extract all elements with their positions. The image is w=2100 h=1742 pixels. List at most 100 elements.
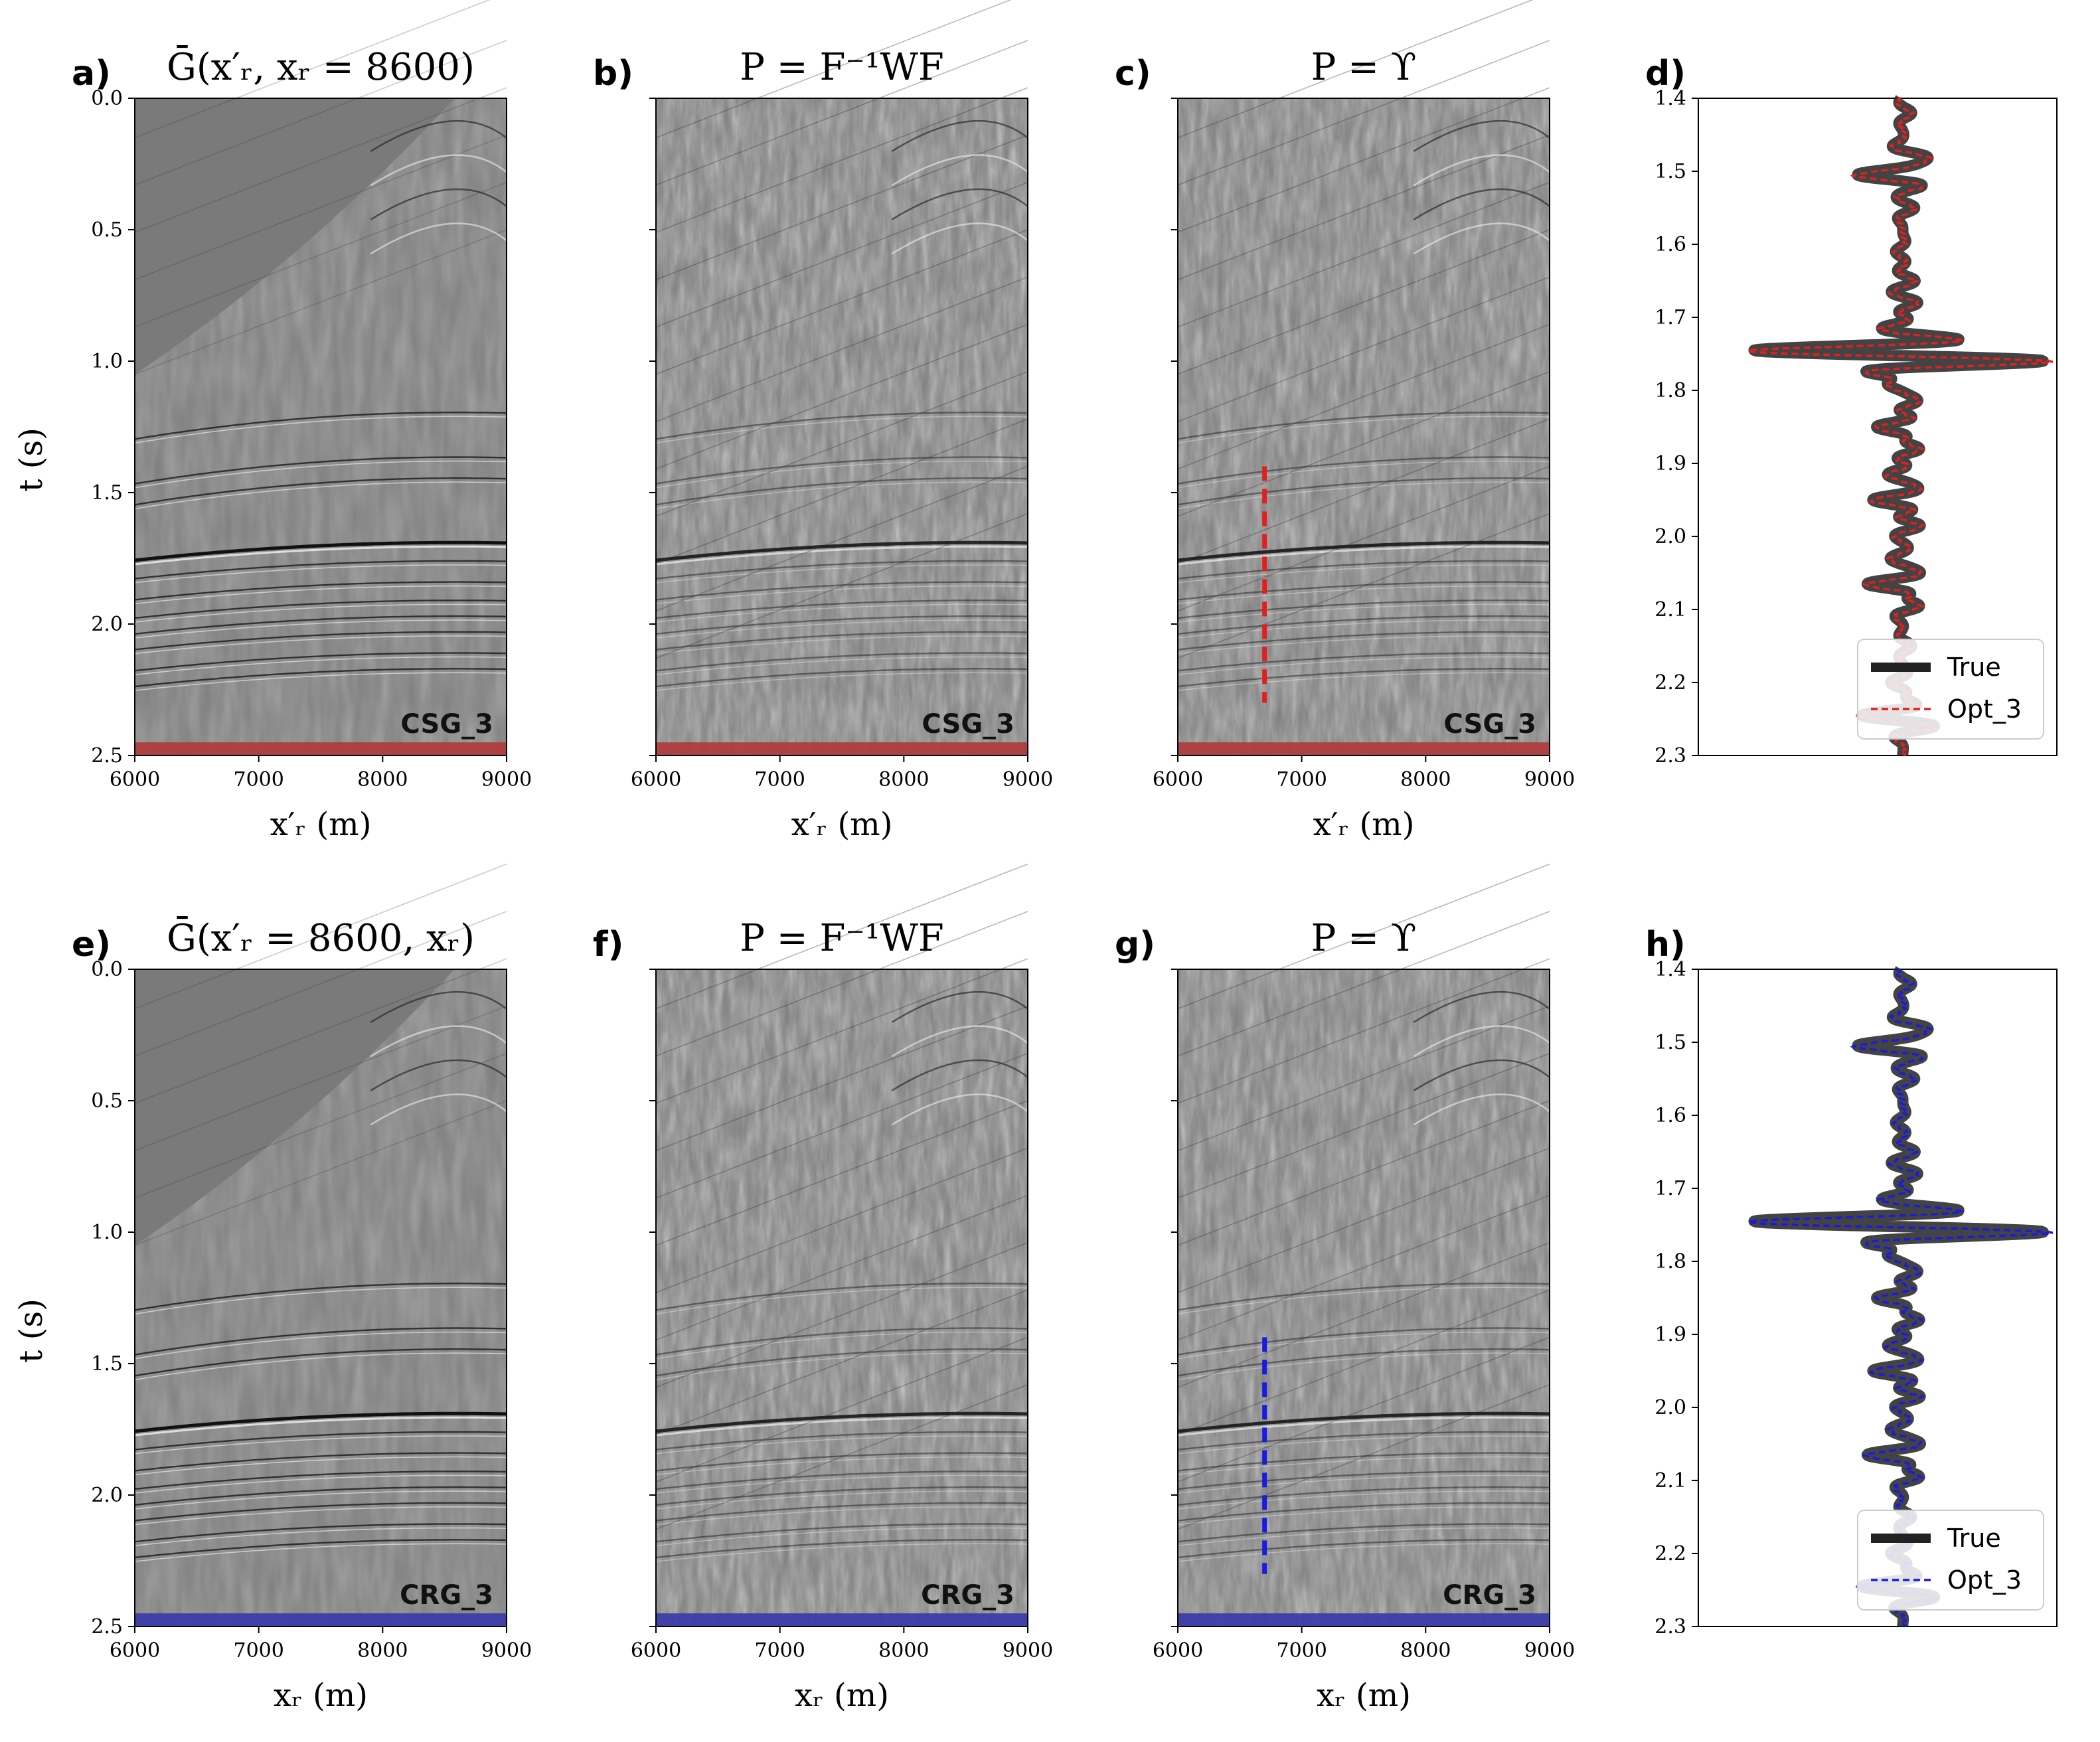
x-tick-label: 6000 xyxy=(110,1639,160,1662)
x-axis-label: x′ᵣ (m) xyxy=(791,806,893,843)
reflector-dark xyxy=(134,1327,507,1356)
dipping-event xyxy=(134,1052,507,1199)
apex-event xyxy=(891,1025,1028,1058)
reflector-dark xyxy=(655,1431,1028,1451)
y-tick-label: 1.5 xyxy=(1655,1031,1686,1054)
y-tick-label: 2.0 xyxy=(1655,1396,1686,1419)
dipping-event xyxy=(1177,229,1550,375)
reflector-light xyxy=(655,672,1028,691)
reflector-dark xyxy=(655,1452,1028,1472)
dipping-event xyxy=(655,1384,1028,1530)
dipping-event xyxy=(655,418,1028,564)
dipping-event xyxy=(1177,1005,1550,1151)
dipping-event xyxy=(1177,40,1550,186)
reflector-light xyxy=(1177,1506,1550,1526)
reflector-light xyxy=(655,656,1028,676)
panel-label: e) xyxy=(72,925,111,965)
x-tick-label: 7000 xyxy=(1276,768,1327,791)
y-tick-label: 2.0 xyxy=(91,1484,123,1507)
reflector-dark xyxy=(1177,1452,1550,1472)
gather-band xyxy=(656,1613,1028,1626)
y-tick-label: 2.0 xyxy=(1655,525,1686,548)
reflector-dark xyxy=(655,456,1028,485)
reflector-dark xyxy=(655,668,1028,688)
apex-event xyxy=(1413,1059,1550,1091)
reflector-dark xyxy=(1177,1486,1550,1506)
dipping-event xyxy=(134,911,507,1057)
y-tick-label: 1.4 xyxy=(1655,958,1686,981)
y-tick-label: 1.9 xyxy=(1655,452,1686,475)
gather-panel: CRG_3 6000 7000 8000 9000 f) P = F⁻¹WF xᵣ (m) xyxy=(593,863,1053,1714)
trace-panel: 1.4 1.5 1.6 1.7 1.8 1.9 2.0 2.1 2.2 2.3 True Opt_3 h… xyxy=(1645,925,2058,1638)
y-tick-label: 2.3 xyxy=(1655,1615,1686,1638)
reflector-light xyxy=(1177,1287,1550,1315)
dipping-event xyxy=(1177,911,1550,1057)
reflector-light xyxy=(655,635,1028,655)
x-tick-label: 6000 xyxy=(1153,768,1203,791)
gather-badge: CSG_3 xyxy=(922,709,1014,740)
dipping-event xyxy=(1177,863,1550,1010)
dipping-event xyxy=(655,465,1028,611)
x-axis-label: xᵣ (m) xyxy=(795,1677,889,1714)
y-tick-label: 1.5 xyxy=(91,481,123,505)
y-tick-label: 2.5 xyxy=(91,744,123,767)
dipping-event xyxy=(134,1100,507,1246)
dipping-event xyxy=(655,1289,1028,1435)
reflector-light xyxy=(1177,1543,1550,1562)
reflector-light xyxy=(655,1435,1028,1455)
x-tick-label: 9000 xyxy=(1003,1639,1053,1662)
reflector-dark xyxy=(655,581,1028,601)
reflector-light xyxy=(1177,1527,1550,1547)
gather-band xyxy=(656,742,1028,755)
reflector-dark xyxy=(655,599,1028,619)
y-tick-label: 1.6 xyxy=(1655,233,1686,256)
x-tick-label: 7000 xyxy=(754,1639,805,1662)
apex-event xyxy=(1413,154,1550,187)
reflector-light xyxy=(1177,1474,1550,1494)
gather-panel: CSG_3 6000 7000 8000 9000 c) P = ϒ x′ᵣ (m) xyxy=(1115,0,1575,843)
panel-label: f) xyxy=(593,925,623,965)
reflector-light xyxy=(1177,619,1550,639)
y-tick-label: 0.5 xyxy=(91,218,123,242)
reflector-dark xyxy=(1177,1283,1550,1311)
reflector-dark xyxy=(134,581,507,601)
reflector-light xyxy=(134,1527,507,1547)
reflector-dark xyxy=(1177,631,1550,651)
panel-title: P = ϒ xyxy=(1311,917,1417,960)
dipping-event xyxy=(134,863,507,1010)
y-tick-label: 1.5 xyxy=(91,1352,123,1376)
reflector-dark xyxy=(1177,599,1550,619)
y-axis-label: t (s) xyxy=(13,1299,50,1363)
dipping-event xyxy=(1177,0,1534,139)
reflector-light xyxy=(655,1506,1028,1526)
gather-band xyxy=(1178,742,1550,755)
y-tick-label: 1.7 xyxy=(1655,306,1686,329)
x-axis-label: xᵣ (m) xyxy=(1317,1677,1411,1714)
y-tick-label: 2.0 xyxy=(91,613,123,636)
x-tick-label: 7000 xyxy=(233,1639,283,1662)
legend-est-label: Opt_3 xyxy=(1947,694,2022,724)
dipping-event xyxy=(655,911,1028,1057)
panel-title: P = ϒ xyxy=(1311,46,1417,89)
reflector-light xyxy=(1177,460,1550,489)
reflector-light xyxy=(134,603,507,623)
reflector-dark xyxy=(134,668,507,688)
y-tick-label: 0.0 xyxy=(91,87,123,110)
reflector-light xyxy=(1177,416,1550,444)
axes-frame xyxy=(134,98,507,756)
dipping-event xyxy=(1177,181,1550,328)
dipping-event xyxy=(1177,1289,1550,1435)
reflector-light xyxy=(1177,672,1550,691)
panel-title: Ḡ(x′ᵣ, xᵣ = 8600) xyxy=(167,45,475,89)
reflector-dark xyxy=(134,1470,507,1490)
apex-event xyxy=(891,1059,1028,1091)
apex-event xyxy=(370,990,507,1023)
dipping-event xyxy=(1177,513,1550,659)
dipping-event xyxy=(1177,323,1550,470)
x-tick-label: 9000 xyxy=(1524,768,1575,791)
y-tick-label: 2.3 xyxy=(1655,744,1686,767)
reflector-light xyxy=(655,1456,1028,1476)
reflector-light xyxy=(655,545,1028,566)
apex-event xyxy=(891,188,1028,220)
dipping-event xyxy=(655,958,1028,1104)
